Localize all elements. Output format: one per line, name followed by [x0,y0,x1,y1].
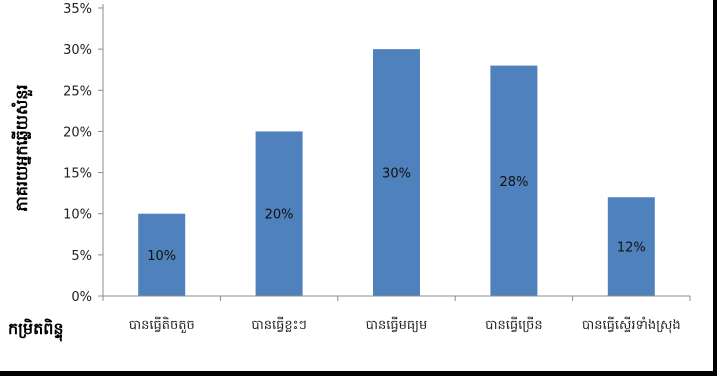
axes [102,4,691,301]
bar [607,197,655,296]
y-tick-label: 30% [63,43,92,58]
y-tick-label: 5% [71,249,92,264]
y-tick-label: 35% [63,2,92,17]
bar [490,65,538,296]
frame-right-edge [713,0,717,376]
x-category-label: បានធ្វើមធ្យម [366,316,428,333]
x-category-label: បានធ្វើស្ទើរទាំងស្រុង [582,316,681,334]
data-label: 12% [617,241,646,256]
y-axis-ticks: 0% 5% 10% 15% 20% 25% 30% 35% [63,2,103,305]
y-tick-label: 25% [63,84,92,99]
y-tick-label: 0% [71,290,92,305]
y-tick-label: 15% [63,167,92,182]
x-axis-title: កម្រិតពិន្ទុ [8,318,64,342]
data-label: 30% [382,167,411,182]
bar [138,213,186,296]
x-category-label: បានធ្វើតិចតួច [129,316,195,334]
y-tick-label: 20% [63,125,92,140]
frame-bottom-edge [0,371,717,376]
bar [255,131,303,296]
x-category-label: បានធ្វើខ្លះៗ [251,316,307,333]
data-label: 20% [265,208,294,223]
x-category-label: បានធ្វើច្រើន [485,316,543,333]
bars: 10% 20% 30% 28% 12% [138,49,655,297]
bar [373,49,420,297]
y-axis-title: ភាគរយអ្នកឆ្លើយសំនួរ [11,85,33,212]
data-label: 28% [499,175,528,190]
y-tick-label: 10% [63,208,92,223]
x-axis-labels: បានធ្វើតិចតួច បានធ្វើខ្លះៗ បានធ្វើមធ្យម បាន… [129,316,681,334]
data-label: 10% [147,249,176,264]
